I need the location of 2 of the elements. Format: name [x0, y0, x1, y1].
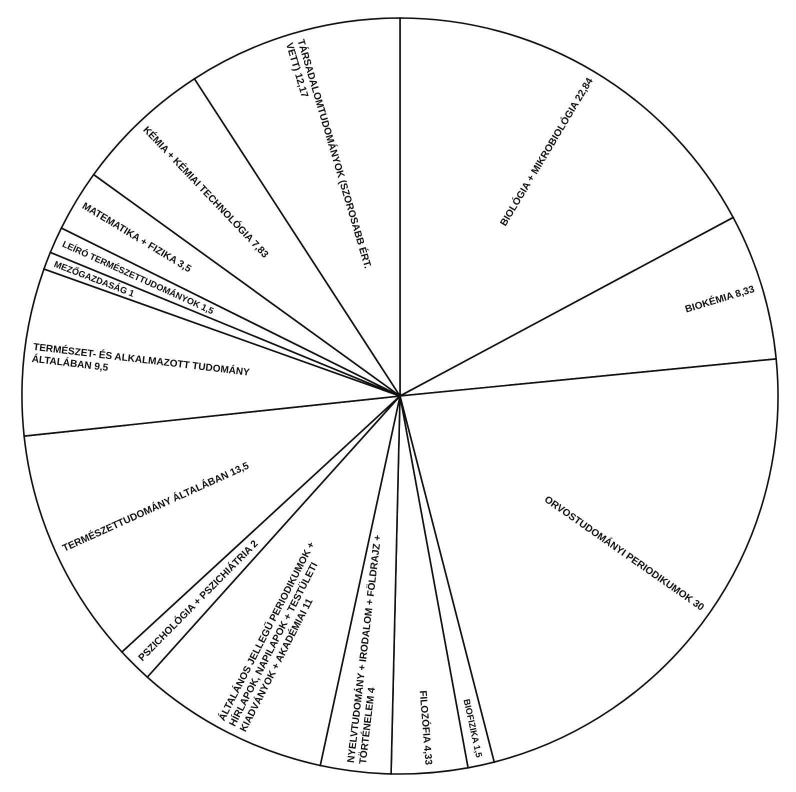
slice-label: TERMÉSZET- ÉS ALKALMAZOTT TUDOMÁNY ÁLTALÁBAN 9,5: [31, 340, 251, 379]
slice-label: FILOZÓFIA 4,33: [416, 690, 435, 766]
